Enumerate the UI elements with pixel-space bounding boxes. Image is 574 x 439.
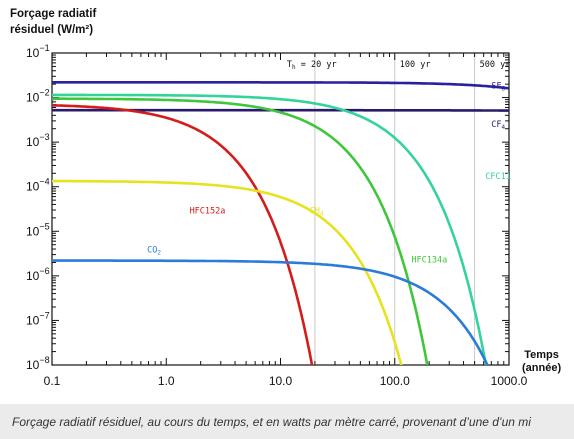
series-label-hfc152a: HFC152a [190, 207, 226, 217]
reference-label-100: 100 yr [400, 60, 431, 70]
series-line-hfc134a [52, 97, 429, 365]
y-tick-label: 10−5 [26, 221, 50, 238]
y-tick-label: 10−1 [26, 43, 50, 60]
x-tick-label: 10.0 [269, 374, 293, 388]
series-label-hfc134a: HFC134a [411, 255, 447, 265]
y-axis-title-line1: Forçage radiatif [10, 8, 97, 20]
x-axis-title-line1: Temps [524, 349, 559, 361]
series-label-co2: CO2 [147, 246, 161, 257]
plot-frame [51, 52, 510, 366]
reference-label-20: Th = 20 yr [287, 60, 337, 71]
series-line-ch4 [52, 179, 403, 365]
series-curves [52, 81, 509, 365]
x-tick-label: 1000.0 [491, 374, 528, 388]
y-tick-label: 10−7 [26, 310, 50, 327]
x-tick-label: 1.0 [158, 374, 175, 388]
y-tick-label: 10−4 [26, 177, 50, 194]
chart-svg: Th = 20 yr 100 yr 500 yr 0.1 1.0 10.0 100.0 100… [26, 43, 528, 388]
axis-ticks [51, 53, 509, 366]
y-tick-label: 10−6 [26, 266, 50, 283]
y-tick-label: 10−2 [26, 88, 50, 105]
caption-bar: Forçage radiatif résiduel, au cours du t… [0, 404, 574, 439]
series-line-co2 [52, 259, 489, 365]
series-line-hfc152a [52, 104, 314, 365]
series-line-cfc11 [52, 93, 488, 365]
chart-figure: Forçage radiatif résiduel (W/m²) Temps (… [10, 8, 562, 388]
x-axis-title-line2: (année) [522, 362, 562, 374]
series-label-cfc11: CFC11 [485, 172, 511, 182]
series-line-sf6 [52, 81, 509, 90]
x-tick-label: 0.1 [44, 374, 61, 388]
series-label-cf4: CF4 [491, 120, 505, 131]
x-tick-label: 100.0 [380, 374, 410, 388]
series-label-sf6: SF6 [491, 81, 505, 92]
figure-caption: Forçage radiatif résiduel, au cours du t… [12, 415, 531, 429]
y-tick-label: 10−8 [26, 355, 50, 372]
x-axis-title: Temps (année) [522, 349, 561, 375]
y-tick-label: 10−3 [26, 132, 50, 149]
y-axis-title-line2: résiduel (W/m²) [10, 24, 94, 36]
series-label-ch4: CH4 [310, 207, 324, 218]
reference-label-500: 500 yr [480, 60, 511, 70]
